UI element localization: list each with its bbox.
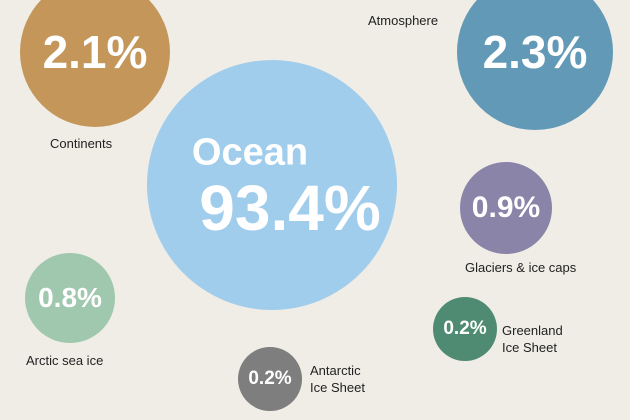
bubble — [457, 0, 613, 130]
category-label: Glaciers & ice caps — [465, 260, 577, 275]
category-label: Atmosphere — [368, 13, 439, 28]
value-label: 0.2% — [248, 368, 292, 389]
bubble — [460, 162, 552, 254]
bubble — [20, 0, 170, 127]
value-label: 93.4% — [199, 172, 381, 244]
bubble — [433, 297, 497, 361]
bubble — [147, 60, 397, 310]
category-label: Antarctic Ice Sheet — [310, 363, 365, 395]
value-label: 0.2% — [443, 318, 487, 339]
value-label: 2.1% — [42, 26, 148, 78]
category-label: Arctic sea ice — [26, 353, 104, 368]
category-label: Continents — [50, 136, 113, 151]
category-label: Ocean — [191, 131, 309, 174]
value-label: 0.8% — [38, 282, 102, 313]
bubble — [25, 253, 115, 343]
value-label: 0.9% — [471, 191, 541, 224]
category-label: Greenland Ice Sheet — [502, 323, 563, 355]
bubble — [238, 347, 302, 411]
value-label: 2.3% — [482, 26, 588, 78]
